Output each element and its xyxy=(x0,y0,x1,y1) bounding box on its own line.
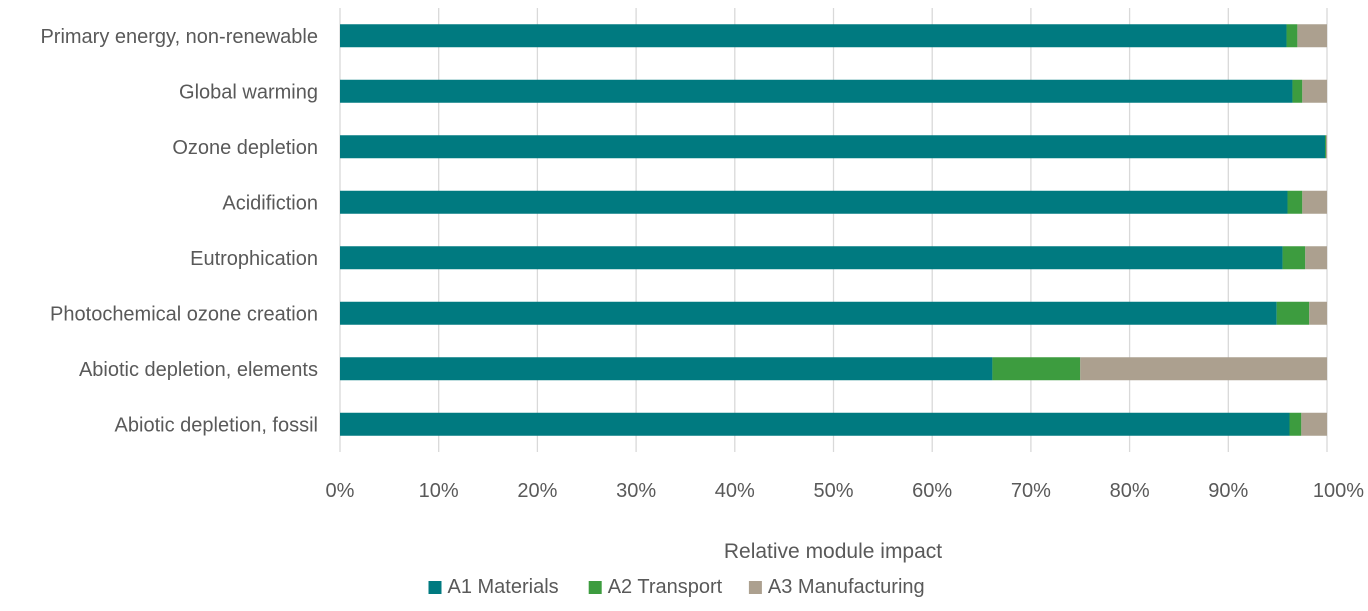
x-tick-label: 50% xyxy=(813,480,853,502)
bar-segment-a1-materials xyxy=(340,412,1290,436)
bars xyxy=(340,24,1327,436)
bar-segment-a1-materials xyxy=(340,357,993,381)
bar-segment-a3-manufacturing xyxy=(1302,190,1327,214)
x-tick-label: 60% xyxy=(912,480,952,502)
bar-segment-a2-transport xyxy=(1282,246,1306,270)
category-label: Global warming xyxy=(179,81,318,103)
x-tick-label: 90% xyxy=(1208,480,1248,502)
bar-segment-a2-transport xyxy=(1325,135,1327,159)
legend-item: A3 Manufacturing xyxy=(748,576,925,598)
bar-segment-a2-transport xyxy=(1289,412,1302,436)
bar-segment-a1-materials xyxy=(340,79,1293,103)
bar-segment-a3-manufacturing xyxy=(1309,301,1327,325)
bar-segment-a3-manufacturing xyxy=(1302,79,1327,103)
bar-segment-a1-materials xyxy=(340,246,1283,270)
x-tick-label: 80% xyxy=(1110,480,1150,502)
category-label: Abiotic depletion, fossil xyxy=(115,414,318,436)
bar-segment-a2-transport xyxy=(1286,24,1298,48)
gridlines xyxy=(339,8,1328,452)
bar-segment-a3-manufacturing xyxy=(1301,412,1327,436)
bar-segment-a3-manufacturing xyxy=(1305,246,1327,270)
bar-segment-a2-transport xyxy=(1287,190,1303,214)
bar-segment-a2-transport xyxy=(1276,301,1310,325)
legend-label: A1 Materials xyxy=(448,576,559,598)
category-label: Abiotic depletion, elements xyxy=(79,359,318,381)
bar-segment-a1-materials xyxy=(340,135,1326,159)
bar-segment-a3-manufacturing xyxy=(1080,357,1327,381)
bar-segment-a1-materials xyxy=(340,301,1277,325)
x-tick-label: 100% xyxy=(1313,480,1364,502)
legend-item: A1 Materials xyxy=(428,576,559,598)
x-tick-label: 10% xyxy=(419,480,459,502)
x-tick-labels: 0% 10% 20% 30% 40% 50% 60% 70% 80% 90% 100% xyxy=(326,480,1365,502)
legend-swatch xyxy=(428,581,442,594)
legend: A1 Materials A2 Transport A3 Manufacturing xyxy=(428,576,925,598)
legend-label: A2 Transport xyxy=(608,576,723,598)
legend-swatch xyxy=(588,581,602,594)
x-tick-label: 20% xyxy=(517,480,557,502)
bar-segment-a3-manufacturing xyxy=(1297,24,1327,48)
category-label: Ozone depletion xyxy=(172,137,318,159)
legend-label: A3 Manufacturing xyxy=(768,576,925,598)
category-label: Primary energy, non-renewable xyxy=(40,26,318,48)
category-label: Photochemical ozone creation xyxy=(50,303,318,325)
x-tick-label: 40% xyxy=(715,480,755,502)
bar-segment-a2-transport xyxy=(1292,79,1303,103)
legend-swatch xyxy=(748,581,762,594)
bar-segment-a3-manufacturing xyxy=(1326,135,1327,159)
category-label: Eutrophication xyxy=(190,248,318,270)
category-label: Acidifiction xyxy=(222,192,318,214)
bar-segment-a2-transport xyxy=(992,357,1081,381)
bar-segment-a1-materials xyxy=(340,190,1288,214)
x-tick-label: 70% xyxy=(1011,480,1051,502)
category-labels: Primary energy, non-renewable Global warm… xyxy=(40,26,318,437)
x-tick-label: 30% xyxy=(616,480,656,502)
x-axis-title: Relative module impact xyxy=(724,540,942,563)
bar-segment-a1-materials xyxy=(340,24,1287,48)
x-tick-label: 0% xyxy=(326,480,355,502)
legend-item: A2 Transport xyxy=(588,576,723,598)
